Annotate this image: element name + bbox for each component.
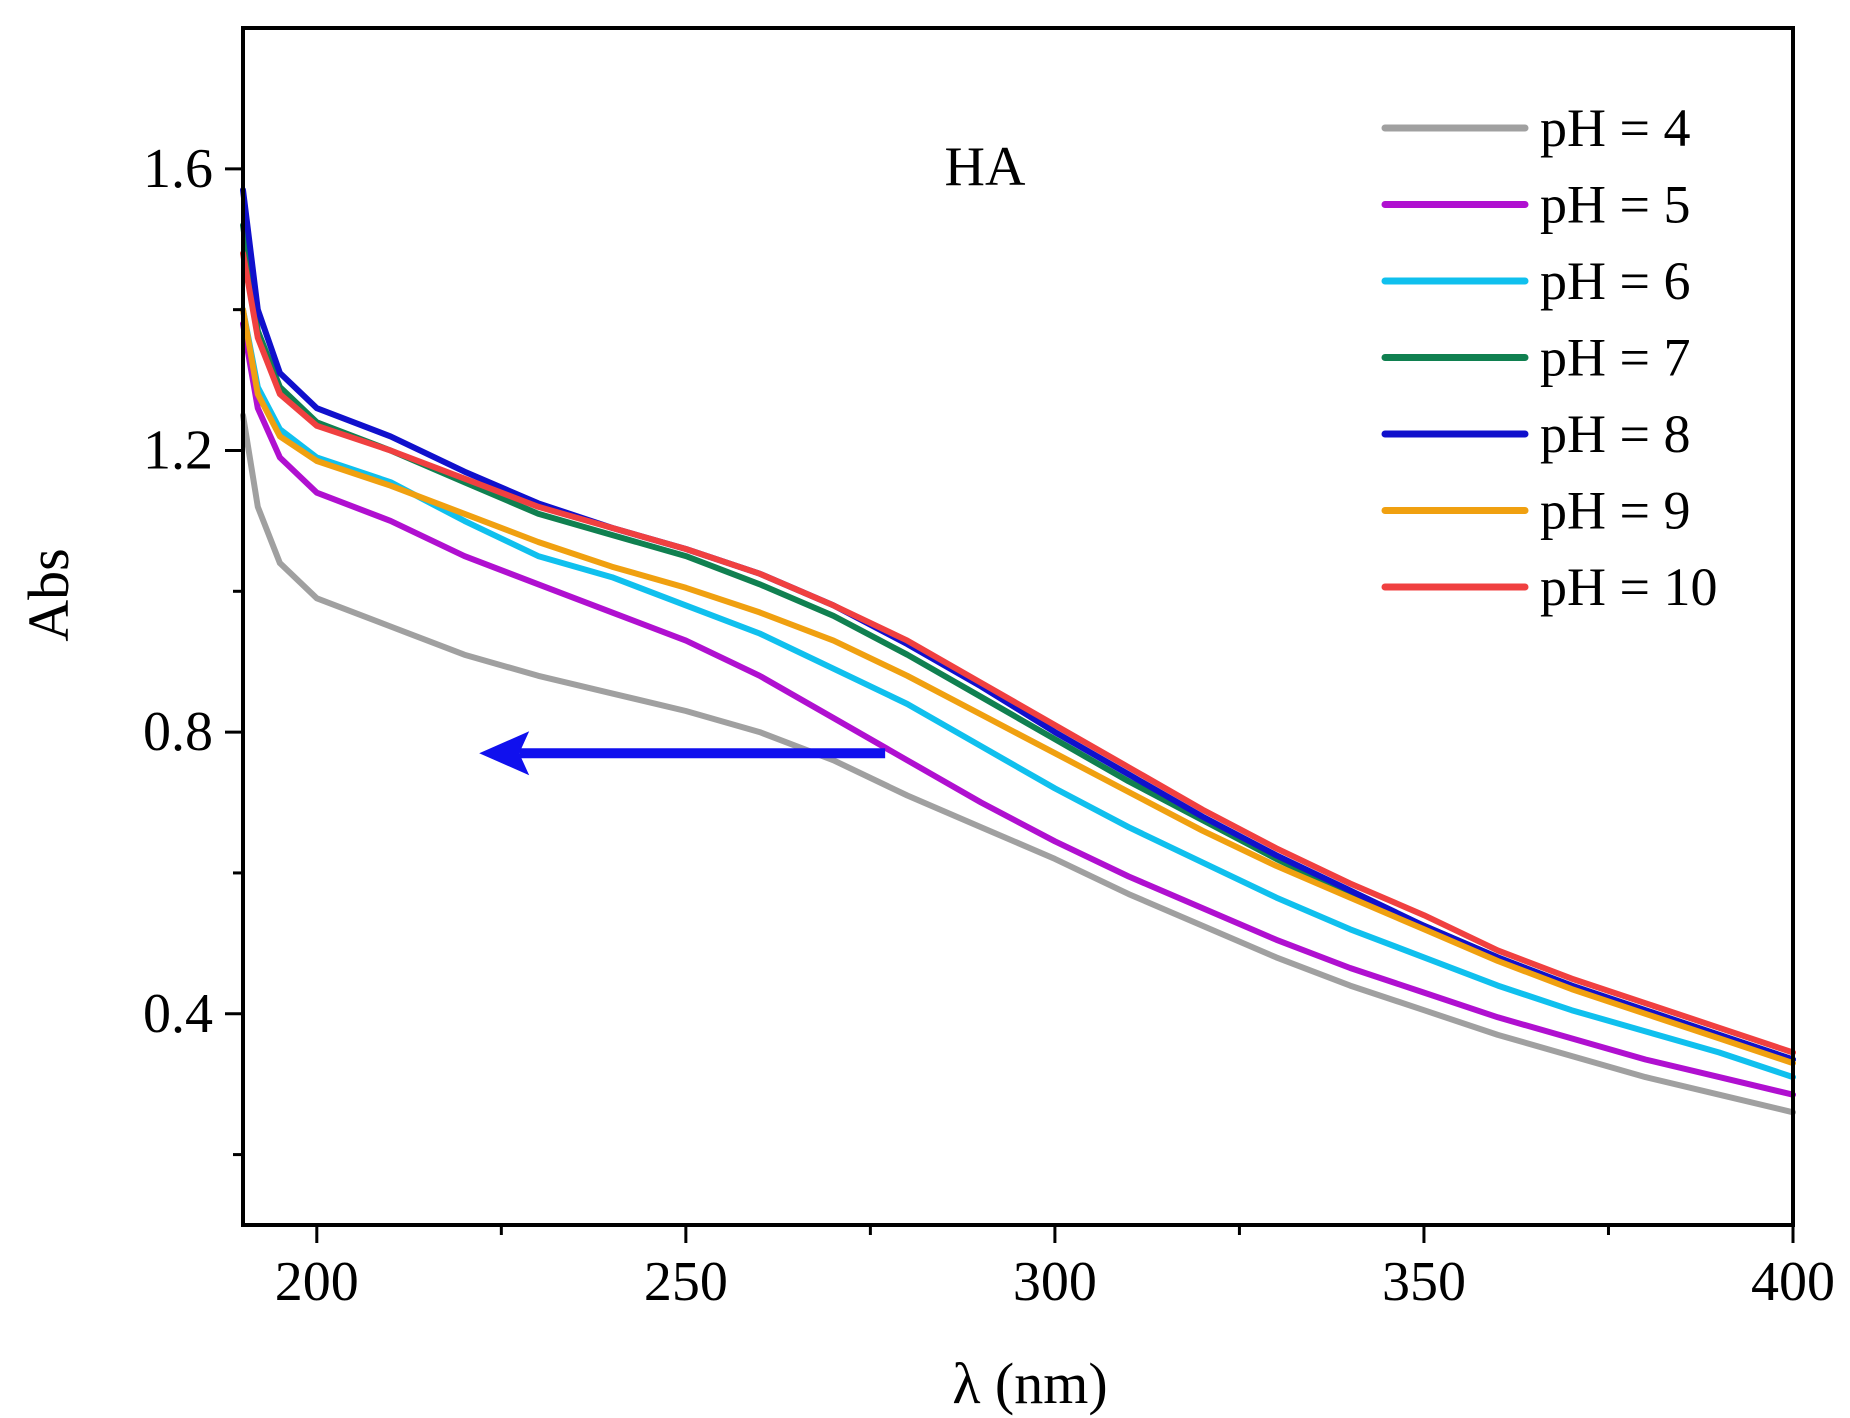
series-line-ph-5 bbox=[240, 320, 1796, 1098]
y-tick-label-0.4: 0.4 bbox=[143, 983, 213, 1045]
x-axis-title: λ (nm) bbox=[952, 1351, 1107, 1416]
series-line-ph-8 bbox=[240, 186, 1796, 1063]
series-line-ph-6 bbox=[240, 306, 1796, 1081]
legend-label-ph-7: pH = 7 bbox=[1540, 328, 1690, 388]
plot-layer bbox=[240, 186, 1796, 1116]
legend-label-ph-9: pH = 9 bbox=[1540, 481, 1690, 541]
legend-label-ph-6: pH = 6 bbox=[1540, 251, 1690, 311]
x-tick-label-400: 400 bbox=[1751, 1251, 1835, 1313]
legend-label-ph-8: pH = 8 bbox=[1540, 404, 1690, 464]
series-line-ph-10 bbox=[240, 250, 1796, 1056]
y-tick-label-1.6: 1.6 bbox=[143, 138, 213, 200]
x-tick-label-350: 350 bbox=[1382, 1251, 1466, 1313]
legend-label-ph-5: pH = 5 bbox=[1540, 175, 1690, 235]
y-tick-label-0.8: 0.8 bbox=[143, 701, 213, 763]
legend-label-ph-4: pH = 4 bbox=[1540, 98, 1690, 158]
x-tick-label-200: 200 bbox=[275, 1251, 359, 1313]
axes-layer: 200 250 300 350 400 0.4 0.8 1.2 1.6 bbox=[143, 26, 1835, 1313]
y-axis-title: Abs bbox=[16, 548, 81, 641]
annotation-ha-label: HA bbox=[945, 136, 1026, 198]
legend: pH = 4 pH = 5 pH = 6 pH = 7 pH = 8 pH = 9 pH =… bbox=[1381, 98, 1717, 617]
legend-label-ph-10: pH = 10 bbox=[1540, 557, 1717, 617]
series-line-ph-9 bbox=[240, 306, 1796, 1067]
arrow-left-icon bbox=[479, 731, 530, 776]
y-tick-label-1.2: 1.2 bbox=[143, 419, 213, 481]
x-tick-label-300: 300 bbox=[1013, 1251, 1097, 1313]
plot-frame bbox=[241, 26, 1795, 1227]
series-line-ph-4 bbox=[240, 412, 1796, 1116]
x-tick-label-250: 250 bbox=[644, 1251, 728, 1313]
